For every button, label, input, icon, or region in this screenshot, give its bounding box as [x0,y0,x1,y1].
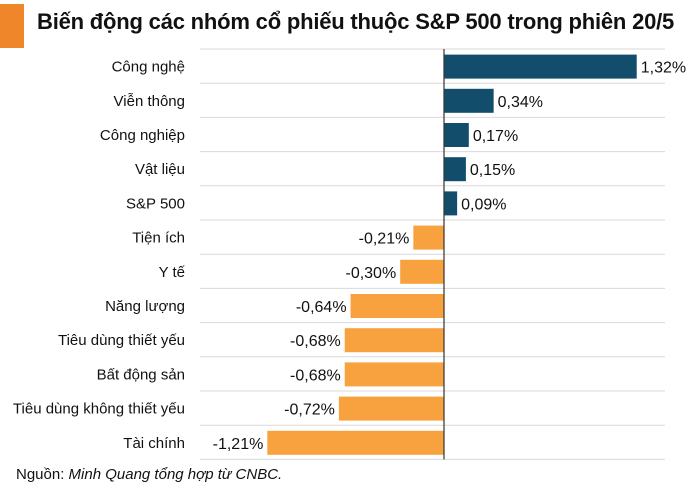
category-label: Tiêu dùng không thiết yếu [13,401,185,418]
bar [350,294,444,318]
category-label: Viễn thông [114,93,185,110]
title-accent-bar [0,4,24,48]
bar [444,54,637,79]
bar [444,88,494,113]
data-label: -0,68% [290,333,341,350]
chart-title: Biến động các nhóm cổ phiếu thuộc S&P 50… [37,9,675,34]
bar [413,225,444,250]
category-label: Tài chính [123,435,185,452]
category-label: Vật liệu [135,161,185,178]
data-label: -0,68% [290,367,341,384]
data-label: -0,72% [284,402,335,419]
source-text: Minh Quang tổng hợp từ CNBC. [68,466,283,483]
category-label: Y tế [159,264,186,281]
bar [344,362,444,387]
bar [344,328,444,353]
bar [338,396,444,421]
source-label: Nguồn: [16,466,65,483]
category-label: Tiêu dùng thiết yếu [58,332,185,349]
bar [444,123,469,147]
bar [444,191,458,216]
data-label: -0,64% [296,299,347,316]
category-label: Công nghệ [112,59,185,76]
category-label: Công nghiệp [100,127,185,144]
bar [267,430,444,455]
bar [400,259,444,284]
data-label: -0,21% [359,231,410,248]
category-label: S&P 500 [126,195,185,212]
data-label: 0,15% [470,162,515,179]
data-label: -1,21% [213,436,264,453]
data-label: 0,09% [461,196,506,213]
category-label: Năng lượng [105,298,185,315]
bar [444,157,466,182]
source-note: Nguồn: Minh Quang tổng hợp từ CNBC. [16,466,282,483]
data-label: 0,17% [473,128,518,145]
data-label: -0,30% [345,265,396,282]
data-label: 1,32% [641,60,686,77]
category-label: Bất động sản [97,366,185,383]
category-label: Tiện ích [132,230,185,247]
data-label: 0,34% [498,94,543,111]
